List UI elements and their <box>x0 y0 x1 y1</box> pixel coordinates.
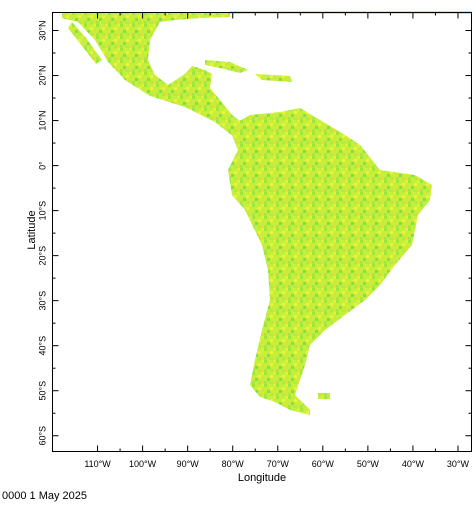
x-tick-label: 90°W <box>177 459 200 469</box>
caribbean-islands <box>205 60 248 73</box>
y-tick-label: 30°S <box>37 291 47 311</box>
x-tick-label: 80°W <box>222 459 245 469</box>
caribbean-islands-2 <box>255 74 292 82</box>
land <box>62 12 432 415</box>
y-tick-label: 30°N <box>37 20 47 40</box>
x-tick-label: 40°W <box>402 459 425 469</box>
x-axis-label: Longitude <box>238 472 286 484</box>
y-tick-label: 20°N <box>37 65 47 85</box>
y-tick-label: 0° <box>37 161 47 170</box>
y-tick-label: 10°S <box>37 201 47 221</box>
north-america-land <box>62 12 258 150</box>
y-tick-label: 10°N <box>37 111 47 131</box>
x-tick-label: 60°W <box>312 459 335 469</box>
plot-frame <box>52 12 472 452</box>
x-tick-label: 110°W <box>84 459 111 469</box>
y-tick-label: 40°S <box>37 336 47 356</box>
y-tick-label: 20°S <box>37 246 47 266</box>
baja-california <box>68 22 102 64</box>
y-tick-label: 50°S <box>37 381 47 401</box>
falkland-islands <box>318 393 330 399</box>
x-tick-label: 70°W <box>267 459 290 469</box>
x-tick-label: 30°W <box>447 459 470 469</box>
timestamp: 0000 1 May 2025 <box>2 490 87 502</box>
y-tick-label: 60°S <box>37 426 47 446</box>
south-america-land <box>228 108 432 415</box>
x-tick-label: 50°W <box>357 459 380 469</box>
y-axis-label: Latitude <box>26 210 38 249</box>
x-tick-label: 100°W <box>129 459 157 469</box>
